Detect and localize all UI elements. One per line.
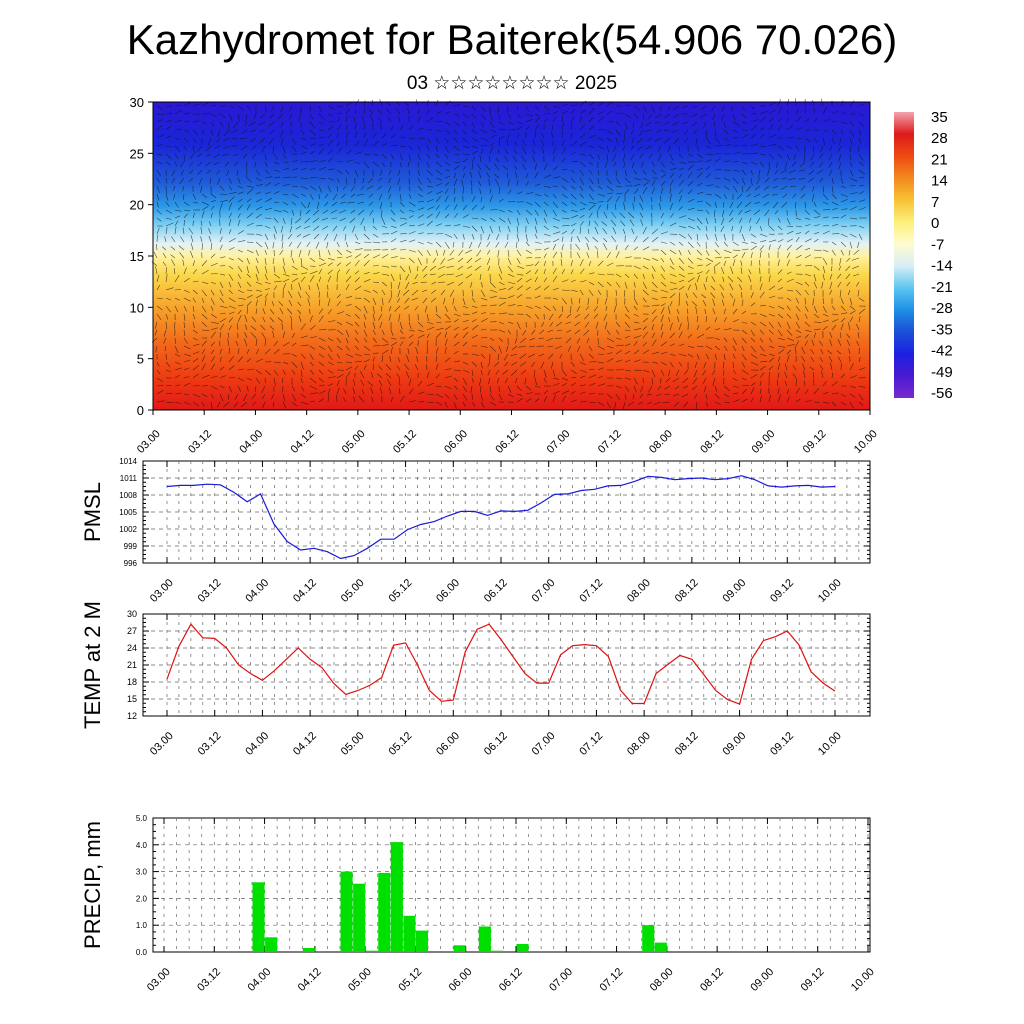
y-tick-label: 3.0 — [136, 868, 148, 877]
y-tick-label: 30 — [130, 95, 144, 110]
x-tick-label: 09.12 — [799, 966, 827, 994]
y-tick-label: 0 — [137, 403, 144, 418]
y-tick-label: 18 — [127, 677, 137, 687]
x-tick-label: 08.12 — [698, 966, 726, 994]
heatmap-field — [153, 102, 870, 410]
x-tick-label: 08.00 — [648, 966, 676, 994]
wind-vectors — [151, 98, 867, 410]
y-tick-label: 30 — [127, 609, 137, 619]
y-tick-label: 2.0 — [136, 894, 148, 903]
precip-bar — [415, 930, 428, 952]
precip-bar — [491, 950, 504, 952]
colorbar-label: 35 — [931, 109, 948, 126]
y-axis-label: TEMP at 2 M — [80, 601, 105, 729]
x-tick-label: 03.12 — [195, 966, 223, 994]
precip-bar — [265, 937, 278, 952]
y-tick-label: 24 — [127, 643, 137, 653]
y-tick-label: 1014 — [119, 457, 137, 466]
y-tick-label: 12 — [127, 711, 137, 721]
precip-bar — [378, 872, 391, 952]
x-tick-label: 07.12 — [597, 966, 625, 994]
precip-bar — [302, 948, 315, 952]
precip-bar — [365, 950, 378, 952]
x-tick-label: 07.00 — [547, 966, 575, 994]
colorbar-label: -42 — [931, 343, 953, 360]
colorbar-label: -49 — [931, 364, 953, 381]
y-tick-label: 1.0 — [136, 921, 148, 930]
precip-bar — [390, 842, 403, 952]
x-tick-label: 09.00 — [748, 966, 776, 994]
precip-bar — [340, 871, 353, 952]
y-tick-label: 20 — [130, 198, 144, 213]
x-tick-label: 05.12 — [396, 966, 424, 994]
y-tick-label: 996 — [124, 559, 138, 568]
precip-bars — [252, 842, 667, 952]
precip-bar — [516, 944, 529, 952]
colorbar-label: -35 — [931, 321, 953, 338]
chart-subtitle: 03 ☆☆☆☆☆☆☆☆ 2025 — [406, 73, 618, 94]
precip-bar — [252, 882, 265, 952]
colorbar-label: 28 — [931, 130, 948, 147]
precip-bar — [478, 926, 491, 952]
plot-frame — [152, 817, 871, 953]
colorbar-label: -14 — [931, 258, 953, 275]
colorbar-label: 21 — [931, 151, 948, 168]
y-tick-label: 10 — [130, 300, 144, 315]
y-tick-label: 1011 — [120, 474, 138, 483]
precip-bar — [353, 883, 366, 952]
precip-bar — [642, 925, 655, 952]
colorbar-label: -56 — [931, 385, 953, 402]
x-tick-label: 04.12 — [296, 966, 324, 994]
x-tick-label: 03.00 — [145, 966, 173, 994]
y-tick-label: 5 — [137, 352, 144, 367]
y-tick-label: 5.0 — [136, 814, 148, 823]
precip-bar — [403, 915, 416, 952]
colorbar-label: 14 — [931, 173, 948, 190]
colorbar-label: -7 — [931, 236, 944, 253]
x-tick-label: 06.00 — [447, 966, 475, 994]
colorbar-label: 0 — [931, 215, 939, 232]
temperature-series-line — [166, 623, 836, 705]
colorbar-label: -21 — [931, 279, 953, 296]
grid — [143, 461, 870, 563]
y-tick-label: 4.0 — [136, 841, 148, 850]
chart-title: Kazhydromet for Baiterek(54.906 70.026) — [126, 16, 898, 63]
y-axis-label: PMSL — [80, 482, 105, 542]
colorbar-label: 7 — [931, 194, 939, 211]
y-tick-label: 15 — [127, 694, 137, 704]
y-tick-label: 21 — [127, 660, 137, 670]
y-tick-label: 25 — [130, 146, 144, 161]
x-tick-label: 06.12 — [497, 966, 525, 994]
x-tick-label: 10.00 — [849, 966, 877, 994]
y-tick-label: 27 — [127, 626, 137, 636]
y-axis-label: PRECIP, mm — [80, 821, 105, 949]
colorbar-label: -28 — [931, 300, 953, 317]
precip-bar — [453, 945, 466, 952]
x-tick-label: 05.00 — [346, 966, 374, 994]
y-tick-label: 1008 — [119, 491, 137, 500]
pmsl-series-line — [166, 475, 836, 560]
y-tick-label: 0.0 — [136, 948, 148, 957]
y-tick-label: 1005 — [119, 508, 137, 517]
y-tick-label: 1002 — [119, 525, 137, 534]
x-tick-label: 04.00 — [245, 966, 273, 994]
y-tick-label: 15 — [130, 249, 144, 264]
y-tick-label: 999 — [124, 542, 138, 551]
colorbar — [894, 112, 914, 398]
precip-bar — [654, 942, 667, 952]
